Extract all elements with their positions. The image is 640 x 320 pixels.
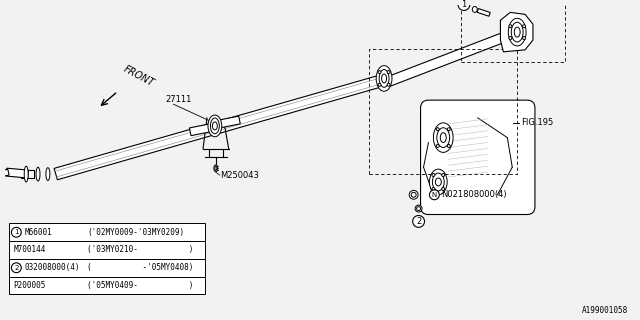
Ellipse shape <box>212 122 218 130</box>
Bar <box>10 276 205 294</box>
Text: N021808000(4): N021808000(4) <box>441 190 507 199</box>
Polygon shape <box>54 76 381 180</box>
Text: N: N <box>432 192 437 198</box>
Ellipse shape <box>440 133 446 142</box>
Circle shape <box>12 227 21 237</box>
Ellipse shape <box>435 178 441 186</box>
Text: 27111: 27111 <box>166 95 192 104</box>
Text: 2: 2 <box>14 265 19 271</box>
Ellipse shape <box>433 173 444 191</box>
Ellipse shape <box>508 18 526 46</box>
Ellipse shape <box>415 205 422 212</box>
Ellipse shape <box>447 128 451 131</box>
Polygon shape <box>21 170 34 178</box>
Polygon shape <box>189 124 211 136</box>
Polygon shape <box>477 9 490 16</box>
Ellipse shape <box>447 145 451 148</box>
Ellipse shape <box>417 207 420 211</box>
Text: M250043: M250043 <box>220 171 259 180</box>
Ellipse shape <box>387 71 390 74</box>
Ellipse shape <box>376 66 392 91</box>
Ellipse shape <box>436 145 439 148</box>
Polygon shape <box>387 29 514 86</box>
Ellipse shape <box>378 83 381 86</box>
Ellipse shape <box>24 166 28 182</box>
Ellipse shape <box>378 71 381 74</box>
Ellipse shape <box>509 36 512 39</box>
Bar <box>10 223 205 241</box>
Text: 2: 2 <box>416 217 421 226</box>
Ellipse shape <box>36 167 40 181</box>
Ellipse shape <box>46 168 50 180</box>
Text: ('02MY0009-'03MY0209): ('02MY0009-'03MY0209) <box>87 228 184 237</box>
Text: ('03MY0210-           ): ('03MY0210- ) <box>87 245 194 254</box>
Ellipse shape <box>437 128 450 148</box>
FancyBboxPatch shape <box>420 100 535 214</box>
Ellipse shape <box>381 74 387 83</box>
Polygon shape <box>500 12 533 52</box>
Ellipse shape <box>522 25 525 28</box>
Ellipse shape <box>432 188 435 190</box>
Ellipse shape <box>429 169 447 195</box>
Polygon shape <box>6 168 29 178</box>
Ellipse shape <box>442 188 445 190</box>
Ellipse shape <box>215 166 217 170</box>
Bar <box>10 259 205 276</box>
Ellipse shape <box>387 83 390 86</box>
Ellipse shape <box>472 6 477 12</box>
Ellipse shape <box>511 22 523 42</box>
Bar <box>10 241 205 259</box>
Text: 1: 1 <box>14 229 19 235</box>
Text: 032008000(4): 032008000(4) <box>24 263 80 272</box>
Ellipse shape <box>409 190 418 199</box>
Text: (           -'05MY0408): ( -'05MY0408) <box>87 263 194 272</box>
Ellipse shape <box>442 173 445 176</box>
Polygon shape <box>219 116 240 128</box>
Ellipse shape <box>522 36 525 39</box>
Ellipse shape <box>432 173 435 176</box>
Polygon shape <box>0 169 9 179</box>
Ellipse shape <box>379 69 389 87</box>
Ellipse shape <box>514 27 520 37</box>
Ellipse shape <box>208 115 222 137</box>
Circle shape <box>458 0 470 11</box>
Text: P200005: P200005 <box>13 281 45 290</box>
Ellipse shape <box>214 165 218 172</box>
Circle shape <box>429 190 439 200</box>
Text: A199001058: A199001058 <box>581 306 628 315</box>
Ellipse shape <box>436 128 439 131</box>
Ellipse shape <box>211 118 220 134</box>
Text: FIG.195: FIG.195 <box>521 118 554 127</box>
Text: ('05MY0409-           ): ('05MY0409- ) <box>87 281 194 290</box>
Text: 1: 1 <box>461 0 467 9</box>
Circle shape <box>413 215 424 227</box>
Text: M66001: M66001 <box>24 228 52 237</box>
Text: FRONT: FRONT <box>122 64 156 88</box>
Ellipse shape <box>411 192 416 197</box>
Ellipse shape <box>433 123 453 152</box>
Circle shape <box>12 263 21 273</box>
Text: M700144: M700144 <box>13 245 45 254</box>
Ellipse shape <box>509 25 512 28</box>
